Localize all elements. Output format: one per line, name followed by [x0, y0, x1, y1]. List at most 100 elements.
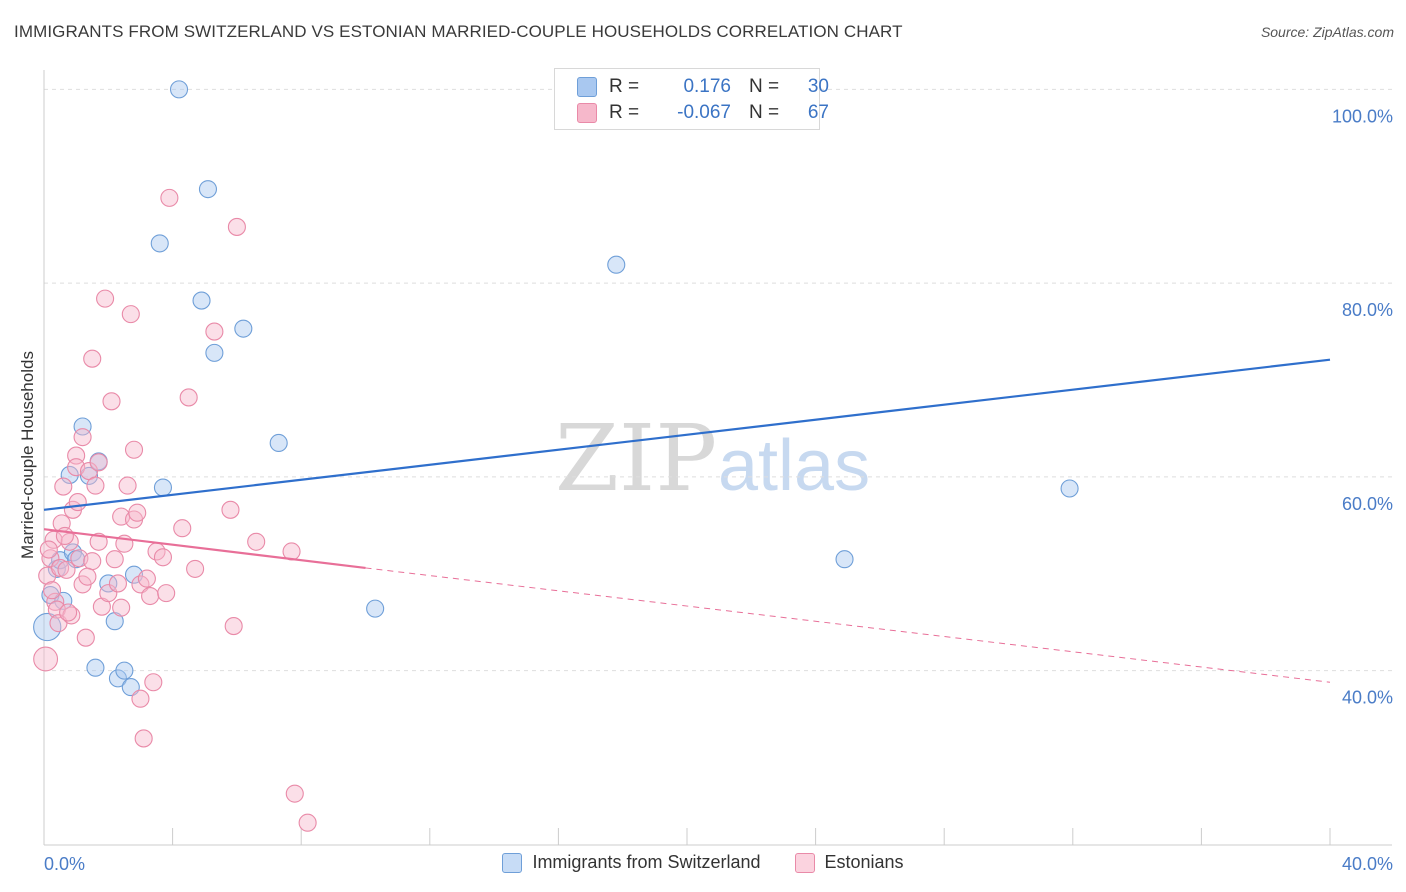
trend-line-estonians: [43, 528, 366, 570]
data-point: [134, 729, 153, 748]
data-point: [39, 540, 58, 559]
data-point: [128, 503, 147, 522]
data-point: [205, 322, 224, 341]
y-tick-label: 40.0%: [1342, 688, 1393, 708]
data-point: [131, 689, 150, 708]
stats-swatch-switzerland: [577, 77, 597, 97]
data-point: [366, 599, 385, 618]
source-label: Source: ZipAtlas.com: [1260, 24, 1394, 40]
series-switzerland: [33, 80, 1079, 697]
data-point: [150, 234, 169, 253]
data-point: [89, 453, 108, 472]
y-tick-label: 80.0%: [1342, 300, 1393, 320]
data-point: [835, 550, 854, 569]
data-point: [102, 392, 121, 411]
n-label: N =: [749, 76, 780, 97]
legend-label-estonians: Estonians: [824, 852, 904, 872]
data-point: [173, 519, 192, 538]
data-point: [141, 586, 160, 606]
y-axis-label: Married-couple Households: [18, 351, 37, 559]
trend-line-switzerland: [43, 358, 1331, 511]
data-point: [99, 574, 118, 593]
data-point: [89, 532, 108, 551]
data-point: [269, 433, 288, 453]
data-point: [59, 603, 78, 622]
y-tick-label: 60.0%: [1342, 494, 1393, 514]
r-value: 0.176: [683, 76, 731, 97]
data-point: [169, 80, 189, 99]
data-point: [607, 255, 626, 274]
data-point: [179, 388, 198, 407]
data-point: [108, 574, 127, 593]
data-point: [124, 440, 144, 459]
legend-swatch-switzerland: [502, 852, 523, 873]
n-label: N =: [749, 102, 780, 123]
legend-item-estonians[interactable]: Estonians: [794, 852, 904, 873]
stats-row-estonians: R = -0.067 N = 67: [577, 100, 829, 126]
data-point: [198, 180, 218, 199]
trend-line-estonians-extension: [365, 567, 1331, 683]
data-point: [73, 417, 92, 436]
data-point: [54, 477, 73, 496]
data-point: [221, 500, 240, 519]
data-point: [144, 673, 163, 692]
data-point: [115, 661, 134, 680]
data-point: [73, 428, 92, 447]
data-point: [51, 558, 70, 577]
data-point: [192, 291, 211, 310]
stats-legend-box: R = 0.176 N = 30 R = -0.067 N = 67: [554, 68, 829, 130]
data-point: [83, 349, 102, 368]
data-point: [153, 548, 173, 567]
x-tick-label: 40.0%: [1342, 854, 1393, 874]
data-point: [112, 598, 131, 617]
data-point: [298, 813, 317, 832]
data-point: [224, 617, 243, 636]
legend-swatch-estonians: [794, 852, 815, 873]
data-point: [121, 678, 140, 697]
watermark-zip: ZIP: [555, 405, 717, 512]
data-point: [42, 581, 62, 600]
chart-title: IMMIGRANTS FROM SWITZERLAND VS ESTONIAN …: [14, 22, 903, 41]
r-label: R =: [609, 102, 640, 123]
watermark-atlas: atlas: [718, 426, 870, 506]
legend-label-switzerland: Immigrants from Switzerland: [532, 852, 761, 872]
data-point: [57, 560, 76, 579]
data-point: [137, 569, 156, 588]
data-point: [86, 658, 105, 677]
series-estonians: [33, 188, 317, 832]
stats-swatch-estonians: [577, 103, 597, 123]
data-point: [33, 612, 62, 642]
bottom-legend: Immigrants from Switzerland Estonians: [0, 852, 1406, 873]
r-value: -0.067: [677, 102, 731, 123]
x-tick-label: 0.0%: [44, 854, 85, 874]
data-point: [96, 289, 115, 308]
data-point: [285, 784, 304, 803]
legend-item-switzerland[interactable]: Immigrants from Switzerland: [502, 852, 761, 873]
data-point: [227, 217, 246, 236]
data-point: [83, 552, 102, 571]
data-point: [76, 628, 95, 647]
data-point: [157, 584, 176, 603]
data-point: [247, 532, 266, 551]
data-point: [68, 493, 87, 512]
data-point: [118, 476, 137, 495]
data-point: [78, 567, 97, 586]
data-point: [33, 646, 59, 672]
data-point: [46, 592, 65, 611]
data-point: [99, 584, 118, 603]
data-point: [62, 606, 81, 625]
data-point: [79, 466, 99, 485]
n-value: 30: [807, 76, 829, 97]
n-value: 67: [807, 102, 829, 123]
data-point: [86, 476, 105, 495]
data-point: [105, 550, 124, 569]
data-point: [234, 319, 253, 338]
data-point: [1060, 479, 1079, 498]
stats-row-switzerland: R = 0.176 N = 30: [577, 74, 829, 100]
data-point: [160, 188, 179, 207]
data-point: [186, 559, 205, 578]
data-point: [205, 343, 224, 362]
y-tick-label: 100.0%: [1332, 106, 1393, 126]
r-label: R =: [609, 76, 640, 97]
